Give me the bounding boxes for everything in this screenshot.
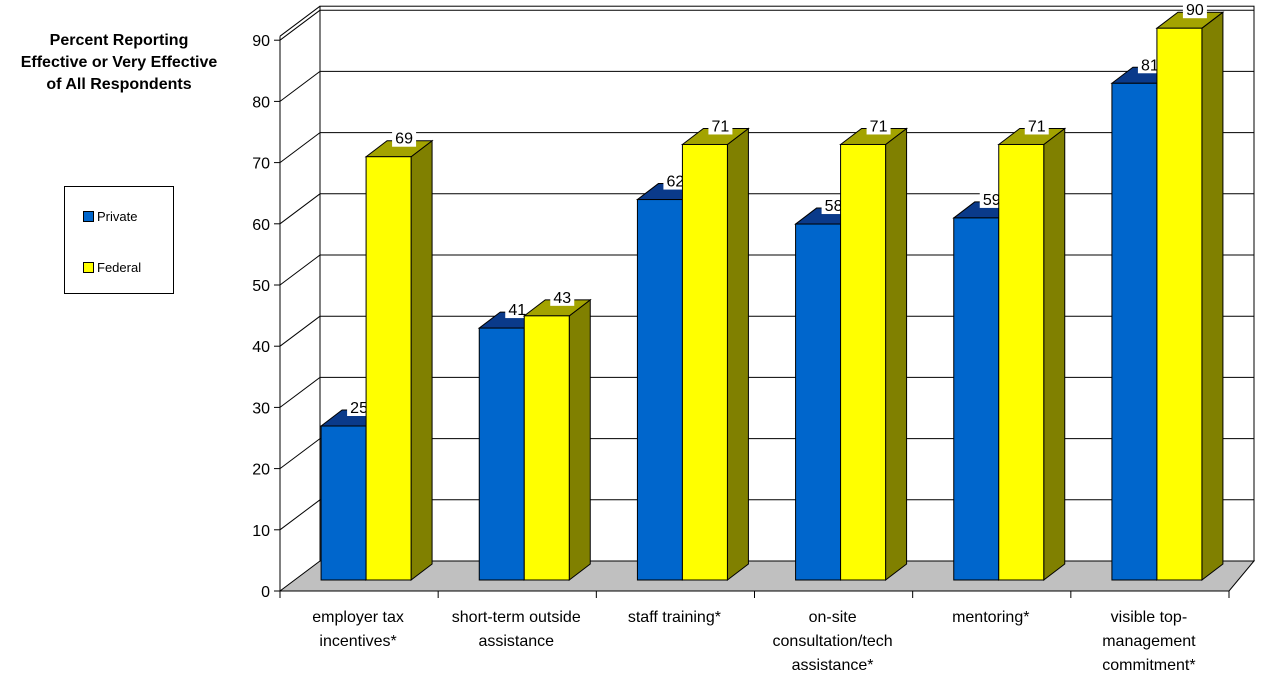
data-label-bg xyxy=(821,196,846,215)
back-wall xyxy=(319,5,1255,562)
y-axis-title-line: Effective or Very Effective xyxy=(20,54,218,71)
bar-side xyxy=(1043,127,1066,582)
bar xyxy=(365,156,412,581)
bar xyxy=(998,143,1045,581)
x-tick-label: mentoring* xyxy=(952,609,1029,626)
gridline-side xyxy=(279,499,321,531)
gridline-side xyxy=(279,9,321,41)
bar xyxy=(636,199,683,581)
data-label: 90 xyxy=(1186,2,1204,19)
legend-swatch-federal xyxy=(83,262,94,274)
legend-item-private: Private xyxy=(83,209,137,225)
y-tick-label: 70 xyxy=(252,156,270,173)
data-label-bg xyxy=(979,189,1004,208)
x-tick-label: visible top- xyxy=(1111,609,1187,626)
data-label: 69 xyxy=(395,131,413,148)
data-label-bg xyxy=(866,116,891,135)
data-label: 58 xyxy=(825,198,843,215)
bar xyxy=(795,223,842,581)
data-label: 25 xyxy=(350,400,368,417)
y-tick-label: 20 xyxy=(252,462,270,479)
x-tick-label: commitment* xyxy=(1102,657,1195,674)
bar xyxy=(953,217,1000,581)
x-tick-label: management xyxy=(1102,633,1196,650)
gridline-side xyxy=(279,132,321,164)
gridline-side xyxy=(279,438,321,470)
data-label: 71 xyxy=(712,118,730,135)
gridline-side xyxy=(279,254,321,286)
y-tick-label: 10 xyxy=(252,523,270,540)
legend-label-federal: Federal xyxy=(97,260,142,275)
x-tick-label: on-site xyxy=(809,609,857,626)
bar xyxy=(840,143,887,581)
bar-side xyxy=(1201,11,1224,582)
bar xyxy=(523,315,570,581)
x-tick-label: staff training* xyxy=(628,609,721,626)
bar xyxy=(320,425,367,581)
x-tick-label: assistance xyxy=(478,633,554,650)
y-axis-title-line: of All Respondents xyxy=(46,76,192,93)
gridline-side xyxy=(279,193,321,225)
legend-item-federal: Federal xyxy=(83,260,141,276)
data-label: 43 xyxy=(553,290,571,307)
data-label-bg xyxy=(1137,55,1162,74)
legend-swatch-private xyxy=(83,211,94,223)
gridline-side xyxy=(279,376,321,408)
x-tick-label: incentives* xyxy=(319,633,396,650)
x-tick-label: employer tax xyxy=(312,609,404,626)
data-label-bg xyxy=(1024,116,1049,135)
y-tick-label: 50 xyxy=(252,278,270,295)
data-label-bg xyxy=(708,116,733,135)
data-label-bg xyxy=(663,171,688,190)
y-tick-label: 0 xyxy=(261,584,270,601)
data-label: 81 xyxy=(1141,57,1159,74)
y-tick-label: 80 xyxy=(252,94,270,111)
data-label: 62 xyxy=(667,174,685,191)
bar-side xyxy=(410,139,433,582)
side-wall-top xyxy=(279,5,321,37)
data-label-bg xyxy=(505,300,530,319)
y-tick-label: 40 xyxy=(252,339,270,356)
bar xyxy=(478,327,525,581)
legend-label-private: Private xyxy=(97,209,138,224)
data-label: 71 xyxy=(870,118,888,135)
bar-side xyxy=(885,127,908,582)
y-axis-title-line: Percent Reporting xyxy=(49,32,189,49)
data-label: 71 xyxy=(1028,118,1046,135)
data-label-bg xyxy=(347,398,372,416)
data-label: 59 xyxy=(983,192,1001,209)
gridline-side xyxy=(279,71,321,102)
data-label-bg xyxy=(550,287,575,306)
data-label-bg xyxy=(1182,0,1207,19)
x-tick-label: short-term outside xyxy=(452,609,581,626)
bar xyxy=(681,143,728,581)
legend: Private Federal xyxy=(64,186,174,294)
y-tick-label: 30 xyxy=(252,400,270,417)
bar xyxy=(1156,27,1203,581)
bar-side xyxy=(568,298,591,582)
data-label-bg xyxy=(392,128,417,147)
x-tick-label: consultation/tech xyxy=(773,633,893,650)
bar-side xyxy=(726,127,749,582)
y-axis-title: Percent Reporting Effective or Very Effe… xyxy=(0,30,238,96)
y-tick-label: 60 xyxy=(252,217,270,234)
gridline-side xyxy=(279,315,321,347)
x-tick-label: assistance* xyxy=(792,657,874,674)
y-tick-label: 90 xyxy=(252,33,270,50)
bar xyxy=(1111,82,1158,581)
data-label: 41 xyxy=(508,302,526,319)
